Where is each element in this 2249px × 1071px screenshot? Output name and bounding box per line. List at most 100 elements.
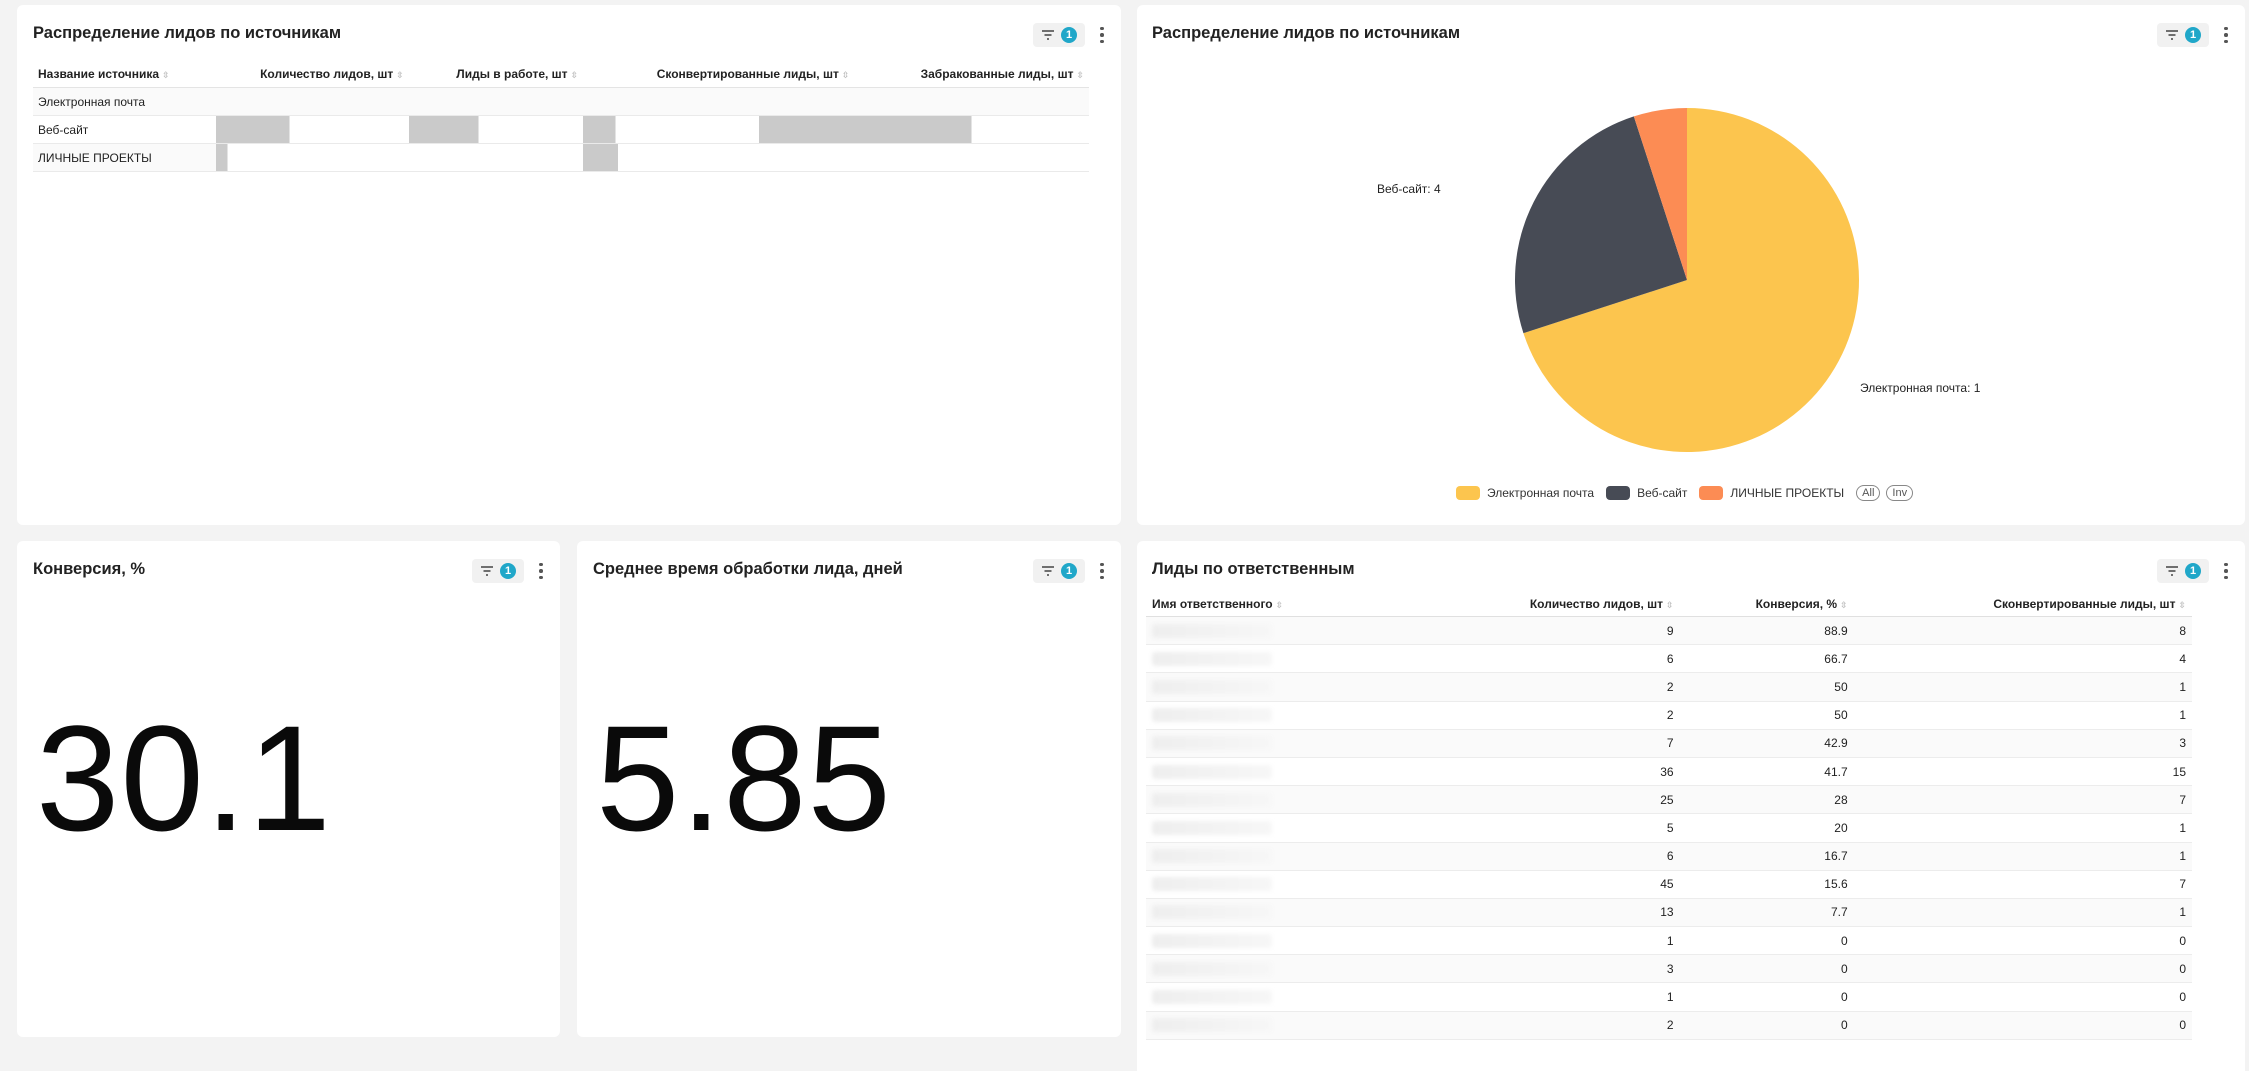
converted-cell: 0 [1853,926,2192,956]
sort-icon[interactable]: ⇳ [1275,600,1284,610]
redacted-name-cell [1146,616,1454,646]
filter-button[interactable]: 1 [2157,23,2209,47]
filter-button[interactable]: 1 [2157,559,2209,583]
source-table: Название источника ⇳ Количество лидов, шт… [33,61,1089,172]
redacted-name-cell [1146,926,1454,956]
table-row: 6 66.7 4 [1146,644,2192,674]
conversion-cell: 0 [1679,1011,1854,1040]
legend-item-email[interactable]: Электронная почта [1456,486,1594,500]
filter-icon [2166,566,2178,576]
redacted-cell [583,115,855,144]
filter-icon [1042,30,1054,40]
more-menu-icon[interactable] [2223,26,2229,44]
column-header[interactable]: Имя ответственного ⇳ [1146,592,1454,617]
table-row: 7 42.9 3 [1146,729,2192,758]
chart-legend: Электронная почта Веб-сайт ЛИЧНЫЕ ПРОЕКТ… [1456,485,1919,501]
sort-icon[interactable]: ⇳ [570,70,579,80]
redacted-name [1152,961,1272,976]
redacted-cell [216,143,409,172]
conversion-cell: 20 [1679,813,1854,843]
redacted-cell [583,87,855,116]
column-header[interactable]: Сконвертированные лиды, шт ⇳ [1853,592,2192,617]
conversion-kpi-card: Конверсия, % 1 [17,541,560,1037]
more-menu-icon[interactable] [1099,562,1105,580]
leads-count-cell: 9 [1453,616,1680,646]
column-header[interactable]: Количество лидов, шт ⇳ [1453,592,1680,617]
table-row: 9 88.9 8 [1146,616,2192,646]
conversion-cell: 7.7 [1679,898,1854,928]
redacted-name-cell [1146,672,1454,702]
leads-count-cell: 1 [1453,926,1680,956]
column-header[interactable]: Лиды в работе, шт ⇳ [408,61,584,88]
table-row: ЛИЧНЫЕ ПРОЕКТЫ [33,143,1089,172]
conversion-cell: 42.9 [1679,729,1854,758]
conversion-cell: 66.7 [1679,644,1854,674]
redacted-name [1152,877,1272,892]
converted-cell: 15 [1853,757,2192,787]
table-row: 13 7.7 1 [1146,898,2192,928]
legend-select-all-button[interactable]: All [1856,485,1881,501]
pie-chart-card: Распределение лидов по источникам 1 [1137,5,2245,525]
redacted-cell [408,143,584,172]
filter-button[interactable]: 1 [1033,559,1085,583]
leads-count-cell: 6 [1453,644,1680,674]
legend-swatch [1699,486,1724,500]
avg-time-kpi-card: Среднее время обработки лида, дней 1 [577,541,1121,1037]
column-header[interactable]: Количество лидов, шт ⇳ [216,61,409,88]
redacted-name-cell [1146,870,1454,899]
converted-cell: 0 [1853,982,2192,1012]
table-row: 36 41.7 15 [1146,757,2192,787]
sort-icon[interactable]: ⇳ [396,70,404,80]
redacted-name-cell [1146,842,1454,871]
filter-button[interactable]: 1 [472,559,524,583]
filter-count-badge: 1 [500,563,516,579]
more-menu-icon[interactable] [1099,26,1105,44]
source-name: Веб-сайт [33,115,217,144]
sort-icon[interactable]: ⇳ [1076,70,1084,80]
sort-icon[interactable]: ⇳ [2178,600,2186,610]
redacted-name-cell [1146,982,1454,1012]
converted-cell: 4 [1853,644,2192,674]
more-menu-icon[interactable] [538,562,544,580]
conversion-cell: 0 [1679,982,1854,1012]
sort-icon[interactable]: ⇳ [1666,600,1674,610]
conversion-cell: 50 [1679,701,1854,730]
column-header[interactable]: Забракованные лиды, шт ⇳ [854,61,1089,88]
sort-icon[interactable]: ⇳ [841,70,850,80]
redacted-name-cell [1146,701,1454,730]
column-header[interactable]: Конверсия, % ⇳ [1679,592,1854,617]
conversion-cell: 50 [1679,672,1854,702]
column-header[interactable]: Сконвертированные лиды, шт ⇳ [583,61,855,88]
conversion-cell: 41.7 [1679,757,1854,787]
leads-count-cell: 5 [1453,813,1680,843]
responsibles-table: Имя ответственного ⇳ Количество лидов, шт… [1146,592,2192,1040]
legend-swatch [1456,486,1480,500]
sort-icon[interactable]: ⇳ [162,70,170,80]
redacted-name-cell [1146,785,1454,815]
column-header[interactable]: Название источника ⇳ [33,61,217,88]
redacted-cell [583,143,855,172]
redacted-name-cell [1146,644,1454,674]
conversion-cell: 16.7 [1679,842,1854,871]
leads-count-cell: 1 [1453,982,1680,1012]
legend-item-website[interactable]: Веб-сайт [1606,486,1687,500]
more-menu-icon[interactable] [2223,562,2229,580]
conversion-cell: 28 [1679,785,1854,815]
sort-icon[interactable]: ⇳ [1840,600,1848,610]
filter-button[interactable]: 1 [1033,23,1085,47]
conversion-cell: 15.6 [1679,870,1854,899]
legend-invert-button[interactable]: Inv [1886,485,1914,501]
conversion-cell: 0 [1679,926,1854,956]
legend-item-personal-projects[interactable]: ЛИЧНЫЕ ПРОЕКТЫ [1699,486,1844,500]
avg-time-value: 5.85 [596,694,892,862]
redacted-name-cell [1146,813,1454,843]
legend-swatch [1606,486,1631,500]
redacted-name [1152,1018,1272,1033]
card-title: Распределение лидов по источникам [1152,24,1461,42]
filter-count-badge: 1 [2185,27,2201,43]
table-row: 25 28 7 [1146,785,2192,815]
card-title: Среднее время обработки лида, дней [593,560,903,578]
